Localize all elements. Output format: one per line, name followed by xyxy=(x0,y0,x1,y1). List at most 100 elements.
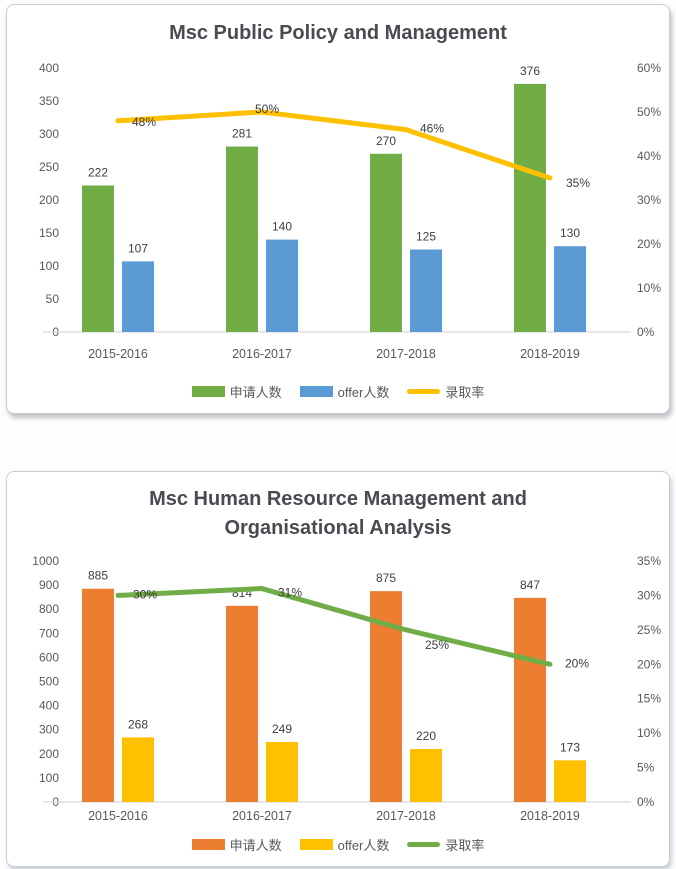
svg-text:50%: 50% xyxy=(637,105,661,119)
svg-text:35%: 35% xyxy=(566,176,590,190)
bar xyxy=(266,741,298,802)
svg-text:30%: 30% xyxy=(133,587,157,601)
legend-item-offers: offer人数 xyxy=(299,382,390,401)
chart-legend: 申请人数 offer人数 录取率 xyxy=(7,835,669,854)
svg-text:30%: 30% xyxy=(637,193,661,207)
chart-plot-svg: 1000900800700600500400300200100035%30%25… xyxy=(32,554,661,823)
svg-text:2017-2018: 2017-2018 xyxy=(376,347,436,361)
svg-text:222: 222 xyxy=(88,165,108,179)
svg-text:46%: 46% xyxy=(420,122,444,136)
legend-offers-swatch xyxy=(299,839,333,850)
svg-text:25%: 25% xyxy=(637,623,661,637)
svg-text:875: 875 xyxy=(376,571,396,585)
svg-text:100: 100 xyxy=(39,771,59,785)
svg-text:2016-2017: 2016-2017 xyxy=(232,809,292,823)
legend-offers-label: offer人数 xyxy=(337,385,390,400)
svg-text:800: 800 xyxy=(39,602,59,616)
svg-text:50%: 50% xyxy=(255,102,279,116)
bar xyxy=(554,760,586,802)
bar xyxy=(514,597,546,802)
chart-legend: 申请人数 offer人数 录取率 xyxy=(7,382,669,401)
svg-text:5%: 5% xyxy=(637,761,655,775)
legend-item-admission-rate: 录取率 xyxy=(407,382,484,401)
svg-text:2017-2018: 2017-2018 xyxy=(376,809,436,823)
svg-text:15%: 15% xyxy=(637,692,661,706)
legend-item-offers: offer人数 xyxy=(299,835,390,854)
svg-text:10%: 10% xyxy=(637,726,661,740)
svg-text:200: 200 xyxy=(39,747,59,761)
legend-applicants-swatch xyxy=(191,386,225,397)
svg-text:268: 268 xyxy=(128,717,148,731)
svg-text:0%: 0% xyxy=(637,795,655,809)
svg-text:25%: 25% xyxy=(425,638,449,652)
svg-text:500: 500 xyxy=(39,675,59,689)
bar xyxy=(122,261,154,332)
legend-item-admission-rate: 录取率 xyxy=(407,835,484,854)
legend-offers-swatch xyxy=(299,386,333,397)
bar xyxy=(266,239,298,332)
svg-text:48%: 48% xyxy=(132,115,156,129)
svg-text:30%: 30% xyxy=(637,588,661,602)
svg-text:20%: 20% xyxy=(565,656,589,670)
legend-item-applicants: 申请人数 xyxy=(191,382,282,401)
chart-title: Msc Human Resource Management and Organi… xyxy=(7,485,669,543)
chart-card-hrm: Msc Human Resource Management and Organi… xyxy=(6,471,670,867)
svg-text:50: 50 xyxy=(46,292,60,306)
bar xyxy=(226,605,258,802)
svg-text:40%: 40% xyxy=(637,149,661,163)
svg-text:700: 700 xyxy=(39,626,59,640)
bar xyxy=(514,83,546,332)
svg-text:20%: 20% xyxy=(637,237,661,251)
legend-applicants-swatch xyxy=(191,839,225,850)
bar xyxy=(410,748,442,802)
svg-text:125: 125 xyxy=(416,230,436,244)
svg-text:173: 173 xyxy=(560,740,580,754)
chart-card-public-policy: Msc Public Policy and Management 400 350 3… xyxy=(6,4,670,414)
legend-offers-label: offer人数 xyxy=(337,838,390,853)
svg-text:600: 600 xyxy=(39,650,59,664)
svg-text:400: 400 xyxy=(39,699,59,713)
svg-text:376: 376 xyxy=(520,64,540,78)
svg-text:35%: 35% xyxy=(637,554,661,568)
bar xyxy=(370,153,402,332)
svg-text:2015-2016: 2015-2016 xyxy=(88,809,148,823)
svg-text:847: 847 xyxy=(520,578,540,592)
bar xyxy=(82,185,114,332)
chart-title-line: Msc Public Policy and Management xyxy=(169,22,507,44)
bar xyxy=(226,146,258,332)
legend-applicants-label: 申请人数 xyxy=(229,385,282,400)
svg-text:0%: 0% xyxy=(637,325,655,339)
svg-text:140: 140 xyxy=(272,220,292,234)
chart-title-line: Msc Human Resource Management and xyxy=(149,488,527,510)
svg-text:130: 130 xyxy=(560,226,580,240)
legend-item-applicants: 申请人数 xyxy=(191,835,282,854)
legend-applicants-label: 申请人数 xyxy=(229,838,282,853)
svg-text:400: 400 xyxy=(39,61,59,75)
chart-title: Msc Public Policy and Management xyxy=(7,19,669,48)
svg-text:31%: 31% xyxy=(278,586,302,600)
svg-text:1000: 1000 xyxy=(32,554,59,568)
svg-text:2016-2017: 2016-2017 xyxy=(232,347,292,361)
svg-text:300: 300 xyxy=(39,723,59,737)
svg-text:10%: 10% xyxy=(637,281,661,295)
svg-text:281: 281 xyxy=(232,127,252,141)
legend-admission-rate-label: 录取率 xyxy=(445,385,485,400)
svg-text:200: 200 xyxy=(39,193,59,207)
svg-text:60%: 60% xyxy=(637,61,661,75)
svg-text:250: 250 xyxy=(39,160,59,174)
svg-text:2018-2019: 2018-2019 xyxy=(520,347,580,361)
svg-text:885: 885 xyxy=(88,569,108,583)
chart-title-line: Organisational Analysis xyxy=(224,517,452,539)
bar xyxy=(82,588,114,802)
svg-text:270: 270 xyxy=(376,134,396,148)
svg-text:249: 249 xyxy=(272,722,292,736)
svg-text:2015-2016: 2015-2016 xyxy=(88,347,148,361)
legend-admission-rate-swatch xyxy=(407,389,441,394)
svg-text:20%: 20% xyxy=(637,657,661,671)
bar xyxy=(122,737,154,802)
svg-text:900: 900 xyxy=(39,578,59,592)
svg-text:100: 100 xyxy=(39,259,59,273)
chart-plot-svg: 40035030025020015010050060%50%40%30%20%1… xyxy=(39,61,661,361)
rate-line xyxy=(115,586,553,667)
svg-text:220: 220 xyxy=(416,729,436,743)
